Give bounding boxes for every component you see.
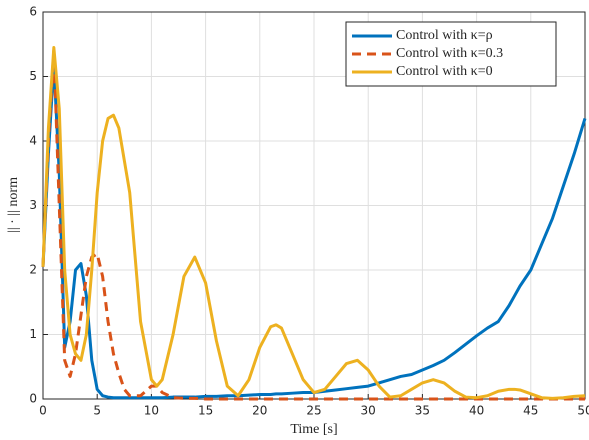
y-tick-label: 6 (29, 5, 37, 19)
x-tick-label: 40 (469, 404, 484, 418)
y-tick-label: 4 (29, 134, 37, 148)
legend: Control with κ=ρ Control with κ=0.3 Contro… (345, 21, 557, 87)
legend-box (345, 21, 557, 87)
x-axis-label: Time [s] (290, 422, 337, 437)
x-tick-label: 45 (523, 404, 538, 418)
x-tick-label: 15 (198, 404, 213, 418)
x-tick-label: 20 (252, 404, 267, 418)
y-tick-label: 0 (29, 392, 37, 406)
series-line (41, 62, 587, 400)
y-tick-label: 3 (29, 198, 37, 212)
series-line (41, 45, 586, 400)
legend-label: Control with κ=0.3 (396, 46, 503, 61)
x-tick-label: 50 (577, 404, 589, 418)
x-tick-label: 25 (306, 404, 321, 418)
x-tick-label: 0 (39, 404, 47, 418)
x-tick-label: 35 (415, 404, 430, 418)
x-tick-label: 5 (93, 404, 101, 418)
y-tick-label: 1 (29, 327, 37, 341)
legend-label: Control with κ=ρ (396, 28, 493, 43)
y-axis-label: || · || norm (6, 177, 21, 233)
x-tick-label: 30 (361, 404, 376, 418)
y-tick-label: 2 (29, 263, 37, 277)
legend-label: Control with κ=0 (396, 64, 493, 79)
x-tick-label: 10 (144, 404, 159, 418)
y-tick-label: 5 (29, 69, 37, 83)
